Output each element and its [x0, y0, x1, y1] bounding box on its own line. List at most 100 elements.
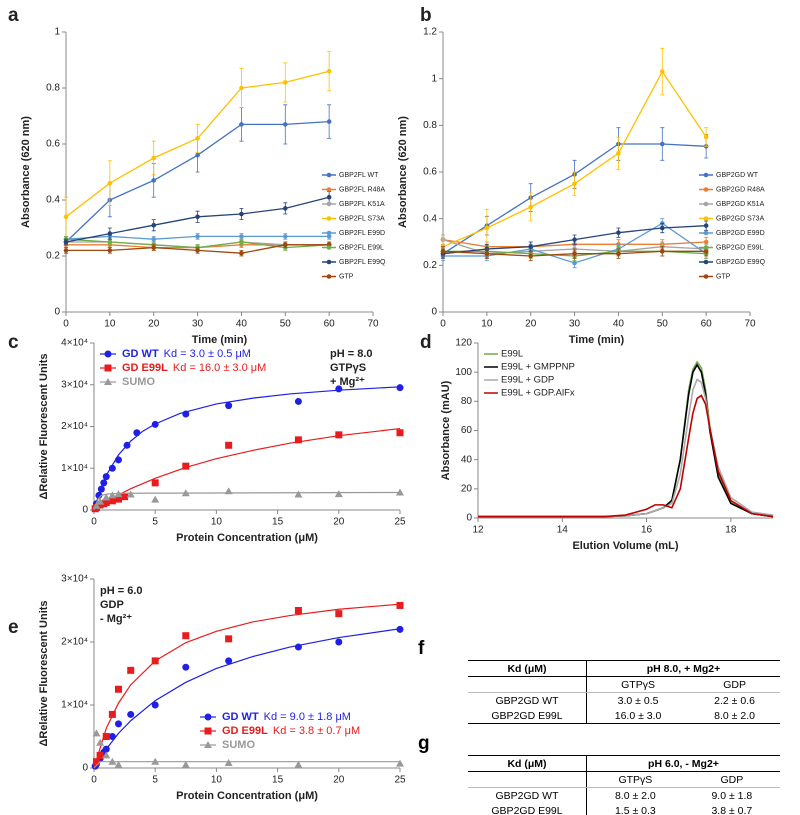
marker — [659, 249, 665, 254]
legend-annotation: Kd = 16.0 ± 3.0 μM — [173, 362, 266, 374]
y-tick-label: 1×10⁴ — [61, 463, 88, 474]
marker — [572, 181, 577, 186]
marker — [104, 350, 112, 358]
marker — [151, 495, 160, 503]
marker — [107, 239, 113, 245]
marker — [703, 239, 709, 245]
table-cell: Kd (μM) — [468, 660, 587, 677]
marker — [659, 225, 665, 231]
x-tick-label: 60 — [324, 319, 336, 330]
marker — [121, 493, 129, 501]
table-cell: pH 8.0, + Mg2+ — [586, 660, 780, 677]
marker — [151, 178, 157, 183]
marker — [133, 429, 141, 437]
marker — [224, 487, 233, 495]
marker — [181, 760, 190, 768]
y-tick-label: 80 — [461, 396, 473, 407]
table-cell: 8.0 ± 2.0 — [614, 789, 656, 802]
legend-label: GBP2FL E99L — [339, 244, 384, 251]
marker — [63, 214, 69, 220]
y-axis-title: Absorbance (620 nm) — [20, 116, 32, 228]
legend-annotation: Kd = 3.0 ± 0.5 μM — [164, 348, 251, 360]
marker — [224, 758, 233, 766]
legend-label: GD E99L — [222, 725, 268, 737]
marker — [151, 701, 159, 709]
series-line — [478, 394, 774, 518]
table-cell: pH 6.0, - Mg2+ — [586, 755, 780, 772]
x-tick-label: 0 — [440, 319, 446, 330]
marker — [151, 236, 157, 242]
marker — [100, 479, 108, 487]
marker — [282, 242, 288, 248]
table-cell: 2.2 ± 0.6 — [714, 694, 755, 707]
marker — [703, 134, 709, 140]
y-tick-label: 0 — [466, 513, 472, 524]
marker — [335, 610, 343, 618]
marker — [326, 201, 332, 207]
marker — [151, 479, 159, 487]
marker — [151, 222, 157, 228]
marker — [703, 216, 709, 221]
marker — [151, 420, 159, 428]
marker — [114, 685, 122, 693]
marker — [63, 239, 69, 245]
table-cell: Kd (μM) — [468, 755, 587, 772]
legend-label: GBP2GD E99Q — [716, 259, 766, 266]
x-tick-label: 15 — [272, 517, 284, 528]
marker — [528, 244, 534, 249]
legend-label: GBP2GD WT — [716, 172, 759, 179]
marker — [326, 119, 332, 124]
panel-letter: a — [8, 5, 19, 26]
marker — [659, 141, 665, 147]
marker — [396, 759, 404, 767]
y-tick-label: 1 — [431, 73, 437, 84]
marker — [127, 710, 135, 718]
y-axis-title: ΔRelative Fluorescent Units — [38, 600, 50, 746]
legend-label: GBP2FL S73A — [339, 215, 385, 222]
panel-letter: f — [418, 638, 425, 659]
annotation: - Mg²⁺ — [100, 613, 132, 625]
marker — [108, 464, 116, 472]
marker — [703, 259, 709, 265]
marker — [703, 245, 709, 250]
y-tick-label: 1 — [54, 27, 60, 38]
marker — [294, 607, 302, 614]
marker — [239, 239, 244, 245]
marker — [294, 397, 302, 405]
y-tick-label: 0.6 — [423, 167, 437, 178]
table-cell: GBP2GD E99L — [468, 803, 587, 815]
marker — [96, 501, 104, 509]
marker — [334, 490, 343, 498]
y-tick-label: 0.8 — [46, 83, 60, 94]
marker — [225, 635, 233, 643]
table-cell — [468, 676, 587, 693]
table-cell — [468, 771, 587, 788]
marker — [294, 760, 303, 768]
marker — [102, 751, 111, 759]
table-cell: 3.8 ± 0.7 — [683, 803, 780, 815]
marker — [703, 187, 709, 192]
y-tick-label: 100 — [455, 367, 472, 378]
panel-letter: e — [8, 617, 19, 638]
x-tick-label: 70 — [367, 319, 379, 330]
marker — [108, 497, 116, 505]
legend-label: GBP2GD R48A — [716, 186, 765, 193]
table-cell: 16.0 ± 3.0 — [586, 708, 690, 724]
panel-letter: g — [418, 733, 430, 754]
marker — [102, 493, 111, 501]
marker — [396, 488, 404, 496]
marker — [239, 234, 244, 239]
x-tick-label: 30 — [192, 319, 204, 330]
x-tick-label: 25 — [394, 517, 406, 528]
marker — [616, 251, 621, 256]
marker — [114, 456, 122, 464]
x-tick-label: 0 — [63, 319, 69, 330]
marker — [102, 733, 110, 740]
marker — [239, 250, 244, 256]
marker — [63, 248, 69, 253]
x-tick-label: 10 — [211, 517, 223, 528]
y-tick-label: 1.2 — [423, 27, 437, 38]
marker — [616, 230, 621, 235]
legend-label: SUMO — [122, 376, 155, 388]
